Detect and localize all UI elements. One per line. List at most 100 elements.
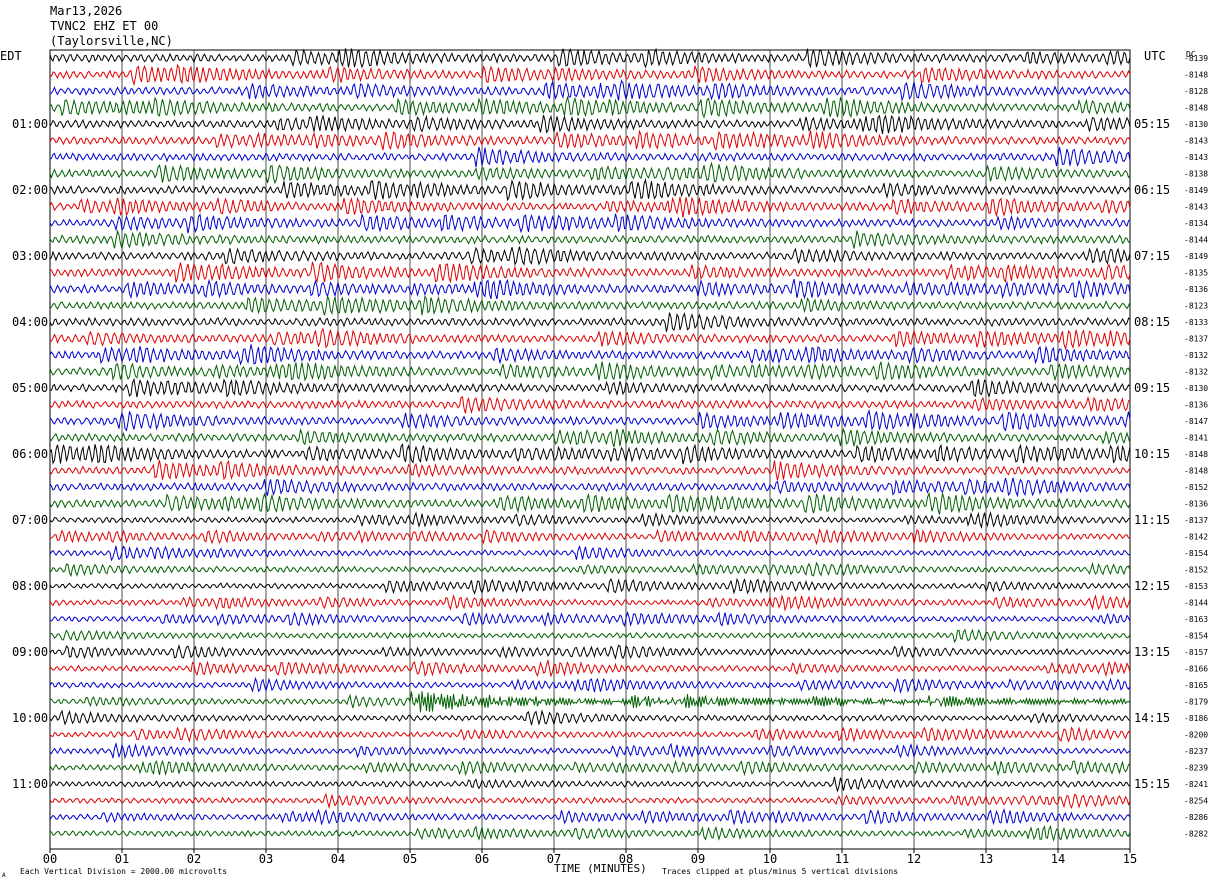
seismic-trace [49, 312, 1131, 332]
x-tick-label: 07 [547, 852, 561, 866]
dc-offset-label: -8143 [1184, 137, 1208, 146]
seismic-trace [49, 161, 1131, 185]
seismic-trace [49, 261, 1131, 284]
seismic-trace [49, 408, 1131, 432]
hour-label-utc: 08:15 [1134, 315, 1170, 329]
dc-offset-label: -8143 [1184, 153, 1208, 162]
dc-offset-label: -8148 [1184, 450, 1208, 459]
dc-offset-label: -8134 [1184, 219, 1208, 228]
dc-header-label: DC [1186, 50, 1196, 59]
seismic-trace [49, 561, 1131, 578]
dc-offset-label: -8133 [1184, 318, 1208, 327]
seismic-trace [49, 610, 1131, 628]
dc-offset-label: -8137 [1184, 335, 1208, 344]
left-timezone-label: EDT [0, 49, 22, 63]
x-tick-label: 02 [187, 852, 201, 866]
seismic-trace [49, 395, 1131, 415]
seismic-trace [49, 63, 1131, 87]
seismic-trace [50, 691, 1131, 713]
dc-offset-label: -8254 [1184, 797, 1208, 806]
x-tick-label: 00 [43, 852, 57, 866]
chart-date: Mar13,2026 [50, 4, 123, 18]
dc-offset-label: -8166 [1184, 665, 1208, 674]
hour-label-local: 07:00 [12, 513, 48, 527]
seismic-trace [49, 741, 1131, 760]
dc-offset-label: -8153 [1184, 582, 1208, 591]
dc-offset-label: -8152 [1184, 566, 1208, 575]
seismic-trace [49, 824, 1131, 842]
x-tick-label: 13 [979, 852, 993, 866]
hour-label-local: 10:00 [12, 711, 48, 725]
dc-offset-label: -8135 [1184, 269, 1208, 278]
dc-offset-label: -8286 [1184, 813, 1208, 822]
seismic-trace [49, 491, 1131, 515]
dc-offset-label: -8136 [1184, 285, 1208, 294]
scale-note: Each Vertical Division = 2000.00 microvo… [20, 867, 228, 876]
dc-offset-label: -8130 [1184, 120, 1208, 129]
dc-offset-label: -8143 [1184, 203, 1208, 212]
seismic-trace [49, 643, 1131, 660]
dc-offset-label: -8200 [1184, 731, 1208, 740]
seismic-trace [49, 344, 1131, 366]
seismic-trace [49, 114, 1131, 134]
seismic-trace [49, 807, 1131, 826]
hour-label-local: 09:00 [12, 645, 48, 659]
corner-mark: A [2, 872, 6, 879]
dc-offset-label: -8137 [1184, 516, 1208, 525]
dc-offset-label: -8149 [1184, 252, 1208, 261]
dc-offset-label: -8282 [1184, 830, 1208, 839]
seismic-trace [49, 246, 1131, 266]
hour-label-local: 04:00 [12, 315, 48, 329]
seismic-trace [49, 79, 1131, 102]
dc-offset-label: -8136 [1184, 500, 1208, 509]
x-tick-label: 04 [331, 852, 345, 866]
dc-offset-label: -8163 [1184, 615, 1208, 624]
seismic-trace [49, 577, 1131, 595]
dc-offset-label: -8148 [1184, 467, 1208, 476]
hour-label-utc: 11:15 [1134, 513, 1170, 527]
hour-label-utc: 09:15 [1134, 381, 1170, 395]
x-tick-label: 03 [259, 852, 273, 866]
seismic-trace [49, 278, 1131, 300]
hour-label-utc: 06:15 [1134, 183, 1170, 197]
seismic-trace [49, 726, 1131, 743]
x-tick-label: 14 [1051, 852, 1065, 866]
clip-note: Traces clipped at plus/minus 5 vertical … [662, 867, 899, 876]
dc-offset-label: -8141 [1184, 434, 1208, 443]
seismic-trace [49, 146, 1131, 168]
hour-label-local: 06:00 [12, 447, 48, 461]
seismic-trace [49, 544, 1131, 562]
hour-label-utc: 14:15 [1134, 711, 1170, 725]
seismic-trace [49, 776, 1131, 793]
right-timezone-label: UTC [1144, 49, 1166, 63]
dc-offset-label: -8132 [1184, 368, 1208, 377]
x-tick-label: 12 [907, 852, 921, 866]
seismic-trace [49, 528, 1130, 546]
dc-offset-label: -8149 [1184, 186, 1208, 195]
x-tick-label: 15 [1123, 852, 1137, 866]
seismic-trace [49, 361, 1131, 382]
dc-offset-label: -8157 [1184, 648, 1208, 657]
dc-offset-label: -8186 [1184, 714, 1208, 723]
dc-offset-label: -8144 [1184, 236, 1208, 245]
dc-offset-label: -8241 [1184, 780, 1208, 789]
station-code: TVNC2 EHZ ET 00 [50, 19, 159, 33]
seismic-trace [49, 212, 1131, 234]
seismic-trace [49, 628, 1131, 644]
dc-offset-label: -8130 [1184, 384, 1208, 393]
dc-offset-label: -8132 [1184, 351, 1208, 360]
hour-label-local: 02:00 [12, 183, 48, 197]
hour-label-utc: 05:15 [1134, 117, 1170, 131]
hour-label-utc: 07:15 [1134, 249, 1170, 263]
dc-offset-label: -8144 [1184, 599, 1208, 608]
seismic-trace [49, 759, 1131, 777]
dc-offset-label: -8154 [1184, 632, 1208, 641]
dc-offset-label: -8147 [1184, 417, 1208, 426]
seismic-trace [49, 477, 1131, 498]
hour-label-local: 03:00 [12, 249, 48, 263]
hour-label-utc: 13:15 [1134, 645, 1170, 659]
dc-offset-label: -8239 [1184, 764, 1208, 773]
seismic-trace [49, 658, 1131, 678]
